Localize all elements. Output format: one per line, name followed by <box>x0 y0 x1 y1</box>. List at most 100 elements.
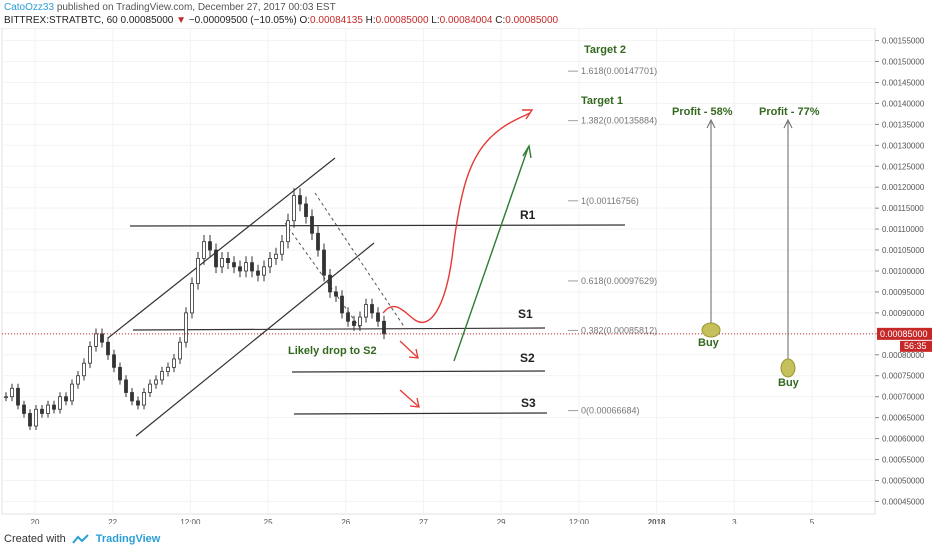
candle-body <box>94 333 98 347</box>
s1-line <box>132 327 546 331</box>
candle-body <box>118 366 122 381</box>
y-tick-label: 0.00150000 <box>882 58 925 67</box>
candle-body <box>76 375 80 385</box>
candle-body <box>214 249 218 268</box>
candle-body <box>262 266 266 276</box>
ohlc-legend: BITTREX:STRATBTC, 60 0.00085000 ▼ −0.000… <box>4 15 558 26</box>
close-value: 0.00085000 <box>505 15 559 26</box>
y-tick-label: 0.00070000 <box>882 393 925 402</box>
close-label: C: <box>495 15 506 26</box>
candle-body <box>184 312 188 343</box>
publish-text: published on TradingView.com, December 2… <box>56 2 336 13</box>
channel-upper-line <box>107 157 336 339</box>
x-axis: 20 22 12:00 25 26 27 29 12:00 2018 3 5 <box>31 518 815 524</box>
candle-body <box>220 258 224 268</box>
candle-body <box>196 258 200 284</box>
candle-body <box>178 341 182 360</box>
candle-body <box>148 383 152 393</box>
y-tick-label: 0.00050000 <box>882 476 925 485</box>
candle-body <box>238 266 242 272</box>
y-tick-label: 0.00090000 <box>882 309 925 318</box>
channel-lower-line <box>135 242 375 437</box>
target-2-label: Target 2 <box>584 44 626 56</box>
buy-label-1: Buy <box>698 337 720 349</box>
y-tick-label: 0.00095000 <box>882 288 925 297</box>
profit-1-arrowhead-icon <box>706 118 716 129</box>
countdown-value: 56:35 <box>904 341 927 351</box>
price-chart[interactable]: 0.00155000 0.00150000 0.00145000 0.00140000… <box>0 28 932 524</box>
target-arrow-line <box>453 147 529 362</box>
footer: Created with TradingView <box>4 533 160 545</box>
low-value: 0.00084004 <box>439 15 493 26</box>
candle-body <box>28 413 32 427</box>
candle-body <box>364 304 368 318</box>
y-tick-label: 0.00155000 <box>882 37 925 46</box>
y-tick-label: 0.00130000 <box>882 141 925 150</box>
target-arrowhead-icon <box>522 144 532 159</box>
pullback-channel <box>284 192 406 329</box>
candle-body <box>130 392 134 402</box>
profit-1-label: Profit - 58% <box>672 106 733 118</box>
candle-body <box>22 404 26 414</box>
open-value: 0.00084135 <box>310 15 363 26</box>
y-axis: 0.00155000 0.00150000 0.00145000 0.00140000… <box>875 37 925 506</box>
y-tick-label: 0.00075000 <box>882 372 925 381</box>
low-label: L: <box>431 15 440 26</box>
x-tick-label: 3 <box>732 518 737 524</box>
candle-body <box>334 291 338 297</box>
candle-body <box>340 295 344 314</box>
author-link[interactable]: CatoOzz33 <box>4 2 55 13</box>
levels <box>129 224 626 415</box>
tradingview-brand[interactable]: TradingView <box>95 533 161 545</box>
candle-body <box>112 354 116 368</box>
high-value: 0.00085000 <box>375 15 429 26</box>
candle-body <box>370 304 374 314</box>
candle-body <box>46 404 50 414</box>
candle-body <box>16 387 20 406</box>
profit-2-arrowhead-icon <box>783 118 793 129</box>
candle-body <box>268 258 272 268</box>
x-tick-label: 26 <box>341 518 350 524</box>
fib-label: 1.618(0.00147701) <box>581 66 657 76</box>
candle-body <box>256 270 260 276</box>
created-with-text: Created with <box>4 533 66 545</box>
drop-arrow-2-icon <box>399 389 419 407</box>
symbol-label: BITTREX:STRATBTC, 60 <box>4 15 118 26</box>
y-tick-label: 0.00100000 <box>882 267 925 276</box>
target-1-label: Target 1 <box>581 95 623 107</box>
buy-marker-1-icon <box>701 322 721 338</box>
y-tick-label: 0.00145000 <box>882 78 925 87</box>
s3-label: S3 <box>521 396 536 410</box>
candle-body <box>250 262 254 272</box>
y-tick-label: 0.00120000 <box>882 183 925 192</box>
x-tick-label: 22 <box>108 518 117 524</box>
y-tick-label: 0.00115000 <box>882 204 924 213</box>
countdown-box <box>900 340 932 352</box>
candle-body <box>310 216 314 234</box>
candle-body <box>58 396 62 410</box>
high-label: H: <box>365 15 376 26</box>
candle-body <box>166 366 170 372</box>
fib-retracement: 1.618(0.00147701) 1.382(0.00135884) 1(0.00… <box>568 66 657 416</box>
x-tick-label: 12:00 <box>180 518 201 524</box>
fib-label: 1(0.00116756) <box>581 196 639 206</box>
price-tag-value: 0.00085000 <box>880 329 928 339</box>
candle-body <box>64 396 68 402</box>
candle-body <box>376 312 380 322</box>
candle-body <box>382 320 386 335</box>
candle-body <box>154 379 158 385</box>
buy-marker-2-icon <box>780 358 796 378</box>
buy-projections <box>701 118 796 378</box>
profit-2-label: Profit - 77% <box>759 106 820 118</box>
candle-body <box>304 203 308 217</box>
candle-body <box>142 392 146 406</box>
drop-arrow-1-icon <box>399 340 418 358</box>
x-tick-label: 25 <box>264 518 273 524</box>
candle-body <box>316 232 320 251</box>
r1-line <box>129 224 626 227</box>
dashed-channel-right <box>314 192 406 329</box>
candle-body <box>40 408 44 414</box>
candle-body <box>202 241 206 259</box>
price-change: −0.00009500 (−10.05%) <box>188 15 297 26</box>
last-price-tag: 0.00085000 56:35 <box>877 327 932 352</box>
